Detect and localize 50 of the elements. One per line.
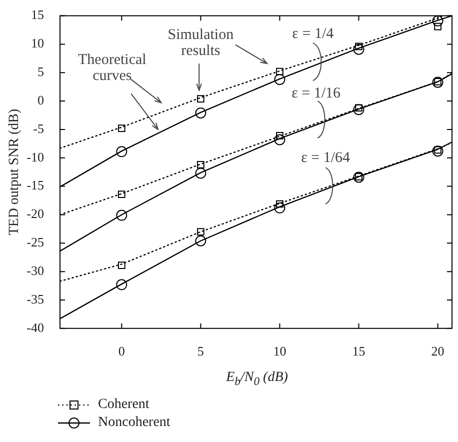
legend-label: Noncoherent <box>98 415 170 431</box>
point <box>196 95 204 102</box>
x-tick-label: 20 <box>431 344 444 359</box>
x-tick-label: 5 <box>197 344 204 359</box>
y-tick-label: 0 <box>38 92 44 108</box>
point <box>196 161 204 168</box>
y-tick-label: 10 <box>31 36 44 51</box>
y-tick-label: -15 <box>26 178 44 193</box>
x-tick-label: 10 <box>273 344 286 359</box>
y-tick-label: -35 <box>26 291 44 306</box>
y-tick-label: -20 <box>26 206 44 222</box>
y-tick-label: -40 <box>26 320 44 335</box>
point <box>276 68 284 76</box>
annotation: ε = 1/64 <box>301 150 351 166</box>
annotation: ε = 1/16 <box>292 86 342 102</box>
point <box>432 76 444 88</box>
point <box>434 22 442 30</box>
point <box>196 228 204 236</box>
point <box>432 16 444 26</box>
annotation: ε = 1/4 <box>292 26 334 42</box>
y-tick-label: -10 <box>26 149 44 164</box>
y-tick-label: 15 <box>31 7 44 22</box>
point <box>274 202 286 214</box>
point <box>276 132 284 140</box>
point <box>116 146 128 158</box>
point <box>118 262 126 269</box>
point <box>118 124 126 132</box>
annotation: Theoretical curves <box>78 52 146 84</box>
x-tick-label: 15 <box>352 344 366 359</box>
y-tick-label: 5 <box>38 64 44 80</box>
point <box>116 210 128 221</box>
x-axis-title: E$_{b}$/N$_{0}$ (dB) <box>225 370 289 388</box>
point <box>195 168 206 179</box>
x-tick-label: 0 <box>118 344 125 359</box>
point <box>116 279 128 290</box>
point <box>353 104 364 116</box>
y-axis-title: TED output SNR (dB) <box>7 108 22 236</box>
legend-label: Coherent <box>98 397 150 413</box>
point <box>195 235 206 246</box>
point <box>195 107 206 118</box>
y-tick-label: -25 <box>26 234 44 250</box>
point <box>274 134 286 146</box>
point <box>274 74 286 85</box>
point <box>353 44 364 55</box>
point <box>432 146 444 157</box>
point <box>353 172 364 183</box>
annotation: Simulation results <box>168 27 234 60</box>
y-tick-label: -5 <box>33 120 44 136</box>
point <box>118 190 126 198</box>
y-tick-label: -30 <box>26 262 44 278</box>
